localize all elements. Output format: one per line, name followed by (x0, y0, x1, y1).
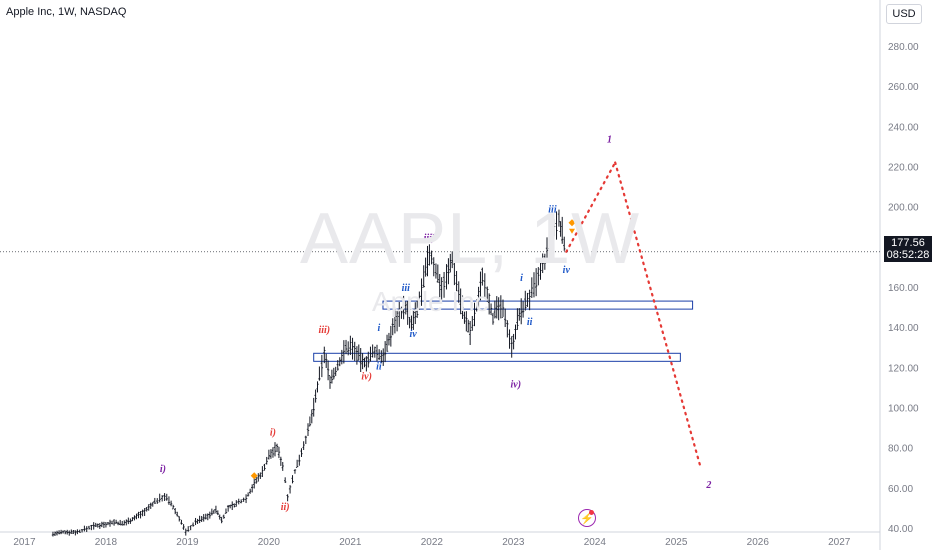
price-tick-label: 160.00 (888, 283, 919, 294)
time-tick-label: 2018 (95, 537, 118, 548)
price-tick-label: 220.00 (888, 163, 919, 174)
watermark-name: Apple Inc (372, 286, 489, 317)
wave-label: iii (402, 283, 411, 294)
projection-segment (565, 161, 617, 253)
wave-label: iv (563, 265, 571, 276)
price-tick-label: 260.00 (888, 82, 919, 93)
currency-button[interactable]: USD (886, 4, 922, 24)
last-price-badge: 177.56 08:52:28 (884, 236, 932, 262)
time-tick-label: 2026 (747, 537, 770, 548)
price-tick-label: 40.00 (888, 524, 913, 535)
wave-label: ii (527, 317, 533, 328)
time-axis: 2017 2018 2019 2020 2021 2022 2023 2024 2025 2026… (0, 531, 880, 548)
price-tick-label: 280.00 (888, 42, 919, 53)
wave-label: ii (376, 361, 382, 372)
support-resistance-zone (382, 300, 694, 310)
price-tick-label: 200.00 (888, 203, 919, 214)
wave-label: iv (410, 329, 418, 340)
time-tick-label: 2020 (258, 537, 281, 548)
watermark-ticker: AAPL, 1W (300, 199, 641, 279)
signal-diamond-marker (568, 219, 576, 227)
time-tick-label: 2021 (339, 537, 362, 548)
wave-label: iv) (511, 379, 522, 390)
last-price-value: 177.56 (891, 237, 925, 249)
price-axis: 40.0060.0080.00100.00120.00140.00160.001… (879, 0, 919, 550)
time-tick-label: 2017 (13, 537, 36, 548)
wave-label: iii) (424, 233, 436, 244)
time-tick-label: 2025 (665, 537, 688, 548)
wave-label: i) (270, 428, 276, 439)
time-tick-label: 2027 (828, 537, 851, 548)
time-tick-label: 2024 (584, 537, 607, 548)
price-tick-label: 80.00 (888, 444, 913, 455)
wave-label: 2 (705, 480, 711, 491)
notification-dot (589, 510, 594, 515)
time-tick-label: 2019 (176, 537, 199, 548)
support-resistance-zone (313, 352, 681, 362)
wave-label: ii) (281, 502, 290, 513)
time-tick-label: 2022 (421, 537, 444, 548)
wave-label: iii) (318, 325, 330, 336)
wave-label: iii (548, 205, 557, 216)
price-tick-label: 60.00 (888, 484, 913, 495)
price-tick-label: 240.00 (888, 122, 919, 133)
price-bars (51, 209, 566, 537)
wave-projection (565, 161, 702, 469)
price-tick-label: 120.00 (888, 363, 919, 374)
signal-arrow-marker (569, 228, 575, 234)
bar-countdown: 08:52:28 (886, 249, 930, 261)
projection-segment (614, 161, 702, 469)
wave-label: i (520, 273, 523, 284)
price-tick-label: 140.00 (888, 323, 919, 334)
symbol-title[interactable]: Apple Inc, 1W, NASDAQ (6, 6, 127, 18)
wave-label: i (377, 323, 380, 334)
signal-diamond-marker (250, 472, 258, 480)
time-tick-label: 2023 (502, 537, 525, 548)
price-tick-label: 100.00 (888, 404, 919, 415)
wave-label: iv) (361, 371, 372, 382)
wave-label: i) (160, 464, 166, 475)
wave-label: 1 (607, 134, 612, 145)
signal-markers (250, 219, 576, 480)
horizontal-zones (313, 300, 694, 362)
